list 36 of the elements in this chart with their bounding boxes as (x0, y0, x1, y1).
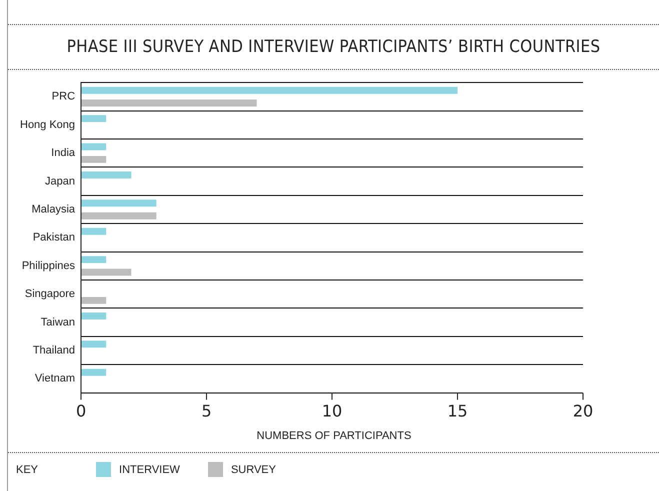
chart-title: PHASE III SURVEY AND INTERVIEW PARTICIPANTS’ BIRTH COUNTRIES (8, 24, 659, 70)
x-tick-label: 5 (201, 402, 212, 421)
bar (82, 368, 106, 376)
bar (82, 156, 106, 163)
y-tick-label: Hong Kong (20, 118, 76, 131)
y-tick-label: India (51, 147, 76, 160)
y-tick-label: Singapore (24, 288, 76, 300)
bar (82, 228, 106, 235)
bar (82, 86, 458, 94)
bar (82, 115, 106, 122)
y-tick-label: Pakistan (32, 232, 76, 244)
y-tick-label: Malaysia (32, 204, 76, 216)
x-tick-label: 0 (76, 402, 86, 421)
bar (82, 296, 106, 304)
bar (82, 340, 106, 348)
y-tick-label: PRC (52, 90, 76, 103)
x-tick-label: 15 (447, 402, 468, 421)
bar (82, 212, 156, 220)
bar (82, 100, 257, 107)
bar (82, 268, 132, 276)
y-tick-label: Philippines (22, 260, 76, 272)
legend-title: KEY (16, 464, 38, 476)
bar (82, 143, 106, 150)
bar (82, 312, 106, 320)
y-tick-label: Vietnam (34, 372, 76, 385)
legend-label: INTERVIEW (119, 464, 180, 476)
y-tick-label: Thailand (32, 344, 76, 357)
legend-label: SURVEY (230, 464, 276, 476)
x-tick-label: 20 (572, 402, 594, 421)
y-tick-label: Japan (45, 175, 76, 188)
bar (82, 256, 106, 264)
bar (82, 200, 156, 207)
x-axis-title: NUMBERS OF PARTICIPANTS (256, 430, 412, 442)
x-tick-label: 10 (322, 402, 342, 421)
bar (82, 171, 132, 178)
y-tick-label: Taiwan (40, 316, 76, 328)
